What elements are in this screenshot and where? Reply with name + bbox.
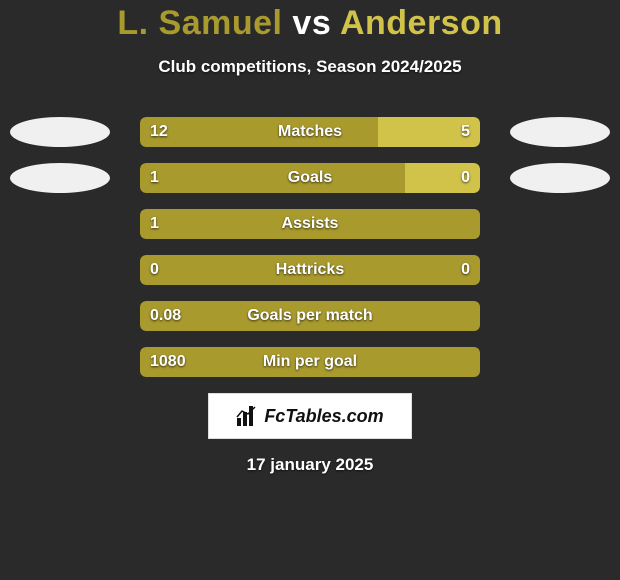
metric-label: Goals per match [140, 301, 480, 331]
comparison-infographic: L. Samuel vs Anderson Club competitions,… [0, 0, 620, 580]
comparison-chart: 125Matches 10Goals 1Assists 00Hattricks 0.08… [0, 117, 620, 377]
brand-badge: FcTables.com [208, 393, 412, 439]
metric-label: Min per goal [140, 347, 480, 377]
metric-row: 1Assists [0, 209, 620, 239]
player1-badge [10, 163, 110, 193]
metric-row: 00Hattricks [0, 255, 620, 285]
brand-text: FcTables.com [264, 406, 383, 427]
date-text: 17 january 2025 [0, 455, 620, 475]
subtitle: Club competitions, Season 2024/2025 [0, 57, 620, 77]
player2-badge [510, 117, 610, 147]
metric-row: 1080Min per goal [0, 347, 620, 377]
player2-badge [510, 163, 610, 193]
metric-label: Assists [140, 209, 480, 239]
metric-row: 0.08Goals per match [0, 301, 620, 331]
metric-label: Hattricks [140, 255, 480, 285]
metric-label: Goals [140, 163, 480, 193]
vs-separator: vs [292, 4, 331, 42]
metric-row: 125Matches [0, 117, 620, 147]
player1-badge [10, 117, 110, 147]
metric-row: 10Goals [0, 163, 620, 193]
bar-chart-icon [236, 406, 258, 426]
player2-name: Anderson [340, 4, 503, 42]
player1-name: L. Samuel [117, 4, 282, 42]
page-title: L. Samuel vs Anderson [0, 4, 620, 43]
metric-label: Matches [140, 117, 480, 147]
